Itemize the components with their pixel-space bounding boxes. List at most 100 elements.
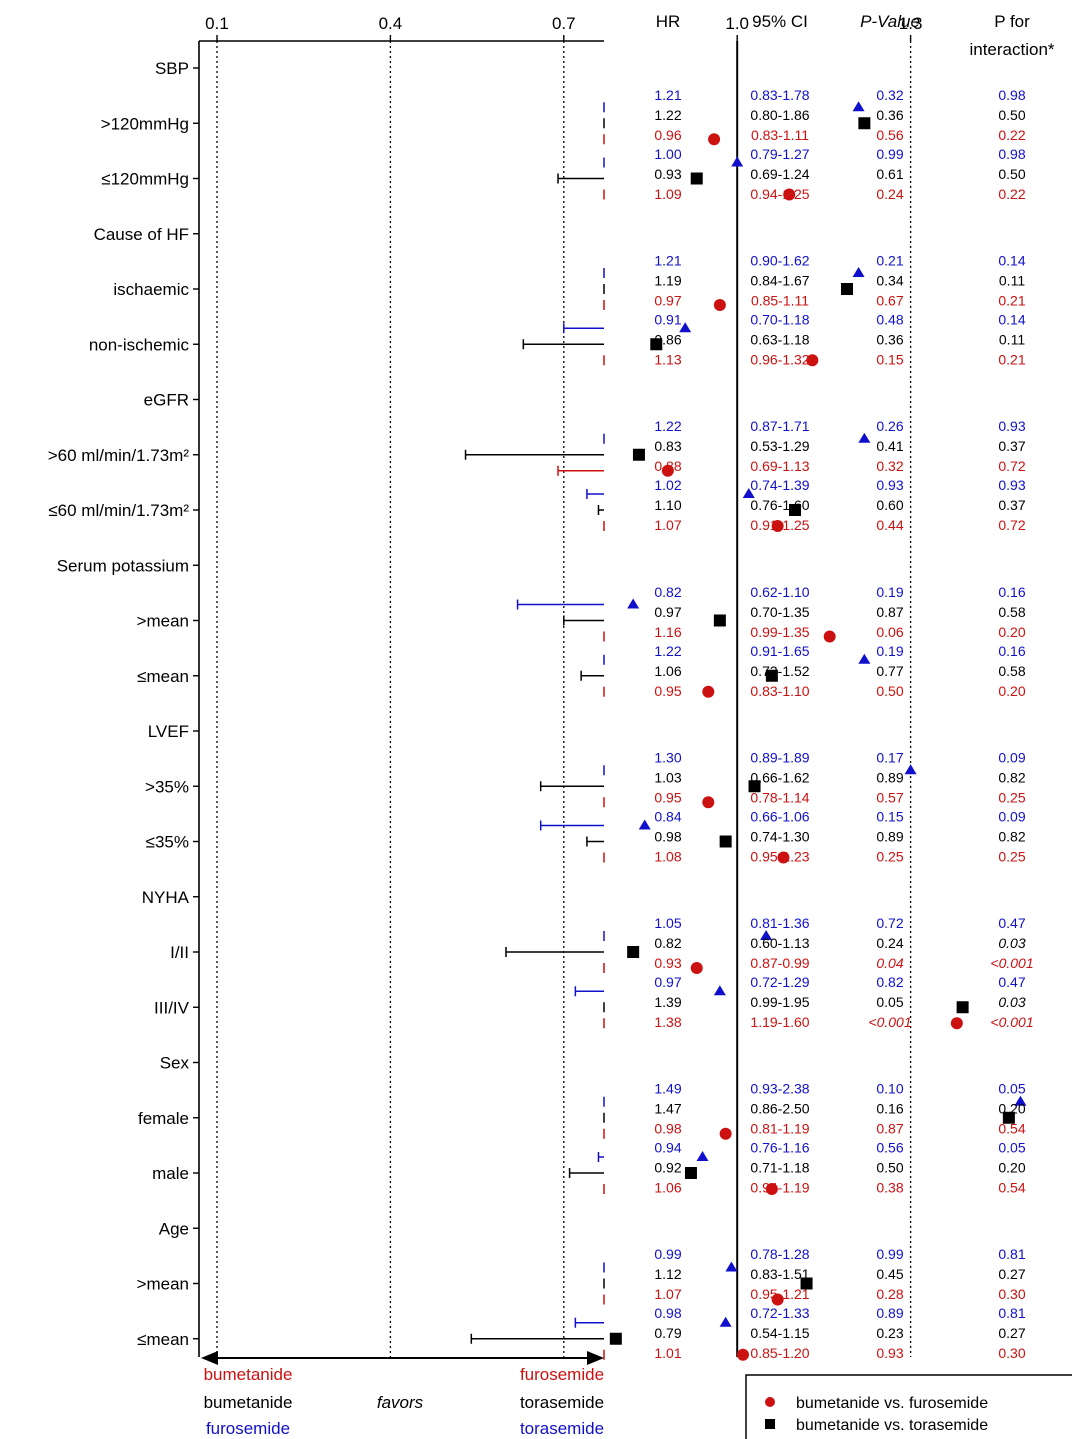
hr-point-circle bbox=[765, 1183, 778, 1195]
table-cell-ci: 0.85-1.20 bbox=[750, 1345, 809, 1361]
group-label: Sex bbox=[160, 1054, 190, 1073]
hr-point-circle bbox=[702, 796, 715, 809]
table-cell-p-value: 0.05 bbox=[876, 994, 903, 1010]
hr-point-triangle bbox=[731, 156, 744, 167]
table-cell-p-interaction: 0.27 bbox=[998, 1325, 1025, 1341]
hr-point-triangle bbox=[858, 432, 871, 443]
table-cell-hr: 1.39 bbox=[654, 994, 681, 1010]
table-cell-p-interaction: 0.93 bbox=[998, 477, 1025, 493]
table-cell-p-interaction: 0.05 bbox=[998, 1140, 1025, 1156]
hr-point-triangle bbox=[638, 819, 651, 830]
favor-right-1: furosemide bbox=[520, 1365, 604, 1384]
table-cell-ci: 0.91-1.65 bbox=[750, 643, 809, 659]
hr-point-square bbox=[690, 172, 703, 185]
table-cell-p-interaction: 0.14 bbox=[998, 312, 1025, 328]
subgroup-label: >mean bbox=[137, 1275, 189, 1294]
group-label: LVEF bbox=[148, 722, 189, 741]
favor-left-1: bumetanide bbox=[204, 1365, 293, 1384]
table-cell-hr: 1.06 bbox=[654, 1180, 681, 1196]
table-cell-p-value: 0.19 bbox=[876, 584, 903, 600]
table-cell-p-value: 0.26 bbox=[876, 418, 903, 434]
table-cell-p-value: 0.16 bbox=[876, 1101, 903, 1117]
table-cell-hr: 1.12 bbox=[654, 1266, 681, 1282]
table-cell-p-value: 0.15 bbox=[876, 808, 903, 824]
table-cell-ci: 0.83-1.11 bbox=[751, 127, 809, 143]
table-cell-ci: 0.87-1.71 bbox=[750, 418, 809, 434]
table-cell-p-value: 0.10 bbox=[876, 1081, 903, 1097]
legend-label-bumetanide-furosemide: bumetanide vs. furosemide bbox=[796, 1395, 988, 1412]
table-cell-p-interaction: 0.14 bbox=[998, 253, 1025, 269]
table-cell-ci: 0.86-2.50 bbox=[750, 1101, 809, 1117]
table-cell-p-value: 0.24 bbox=[876, 935, 903, 951]
table-cell-ci: 0.71-1.18 bbox=[750, 1160, 809, 1176]
subgroup-label: III/IV bbox=[154, 998, 190, 1017]
table-cell-p-interaction: 0.09 bbox=[998, 808, 1025, 824]
table-cell-p-interaction: 0.98 bbox=[998, 146, 1025, 162]
table-cell-hr: 1.47 bbox=[654, 1101, 681, 1117]
table-cell-ci: 0.72-1.33 bbox=[750, 1305, 809, 1321]
group-label: eGFR bbox=[144, 391, 189, 410]
table-cell-ci: 0.72-1.29 bbox=[750, 974, 809, 990]
table-cell-p-value: 0.25 bbox=[876, 848, 903, 864]
table-cell-hr: 1.07 bbox=[654, 517, 681, 533]
table-cell-p-interaction: 0.11 bbox=[999, 332, 1025, 348]
table-cell-hr: 0.92 bbox=[654, 1160, 681, 1176]
legend-square-marker bbox=[765, 1419, 775, 1429]
table-cell-p-interaction: 0.09 bbox=[998, 749, 1025, 765]
table-cell-p-interaction: 0.20 bbox=[998, 624, 1025, 640]
table-cell-p-interaction: 0.25 bbox=[998, 789, 1025, 805]
hr-point-triangle bbox=[725, 1261, 738, 1272]
subgroup-label: male bbox=[152, 1164, 189, 1183]
table-cell-hr: 1.06 bbox=[654, 663, 681, 679]
hr-point-circle bbox=[777, 851, 790, 864]
table-cell-p-value: 0.15 bbox=[876, 352, 903, 368]
table-cell-ci: 0.78-1.28 bbox=[750, 1246, 809, 1262]
favors-arrow-left bbox=[201, 1351, 218, 1365]
table-cell-p-value: 0.99 bbox=[876, 1246, 903, 1262]
table-cell-ci: 0.93-2.38 bbox=[750, 1081, 809, 1097]
table-cell-hr: 1.22 bbox=[654, 418, 681, 434]
group-label: SBP bbox=[155, 59, 189, 78]
table-cell-p-value: 0.36 bbox=[876, 107, 903, 123]
table-cell-p-interaction: 0.50 bbox=[998, 107, 1025, 123]
table-cell-hr: 1.00 bbox=[654, 146, 681, 162]
table-cell-p-value: 0.56 bbox=[876, 127, 903, 143]
table-cell-p-value: 0.06 bbox=[876, 624, 903, 640]
hr-point-triangle bbox=[696, 1151, 709, 1161]
hr-point-triangle bbox=[760, 930, 773, 940]
table-cell-p-value: 0.82 bbox=[876, 974, 903, 990]
table-cell-hr: 1.22 bbox=[654, 107, 681, 123]
hr-point-square bbox=[1002, 1111, 1015, 1124]
table-cell-ci: 0.70-1.35 bbox=[750, 604, 809, 620]
table-cell-ci: 0.94-1.19 bbox=[750, 1180, 809, 1196]
table-cell-p-interaction: 0.03 bbox=[998, 935, 1025, 951]
table-cell-p-interaction: 0.82 bbox=[998, 828, 1025, 844]
table-cell-p-interaction: 0.58 bbox=[998, 604, 1025, 620]
table-cell-p-value: 0.24 bbox=[876, 186, 903, 202]
table-cell-p-value: 0.57 bbox=[876, 789, 903, 805]
table-cell-hr: 1.21 bbox=[654, 253, 681, 269]
table-cell-hr: 1.13 bbox=[654, 352, 681, 368]
hr-point-square bbox=[713, 614, 726, 627]
table-cell-hr: 1.08 bbox=[654, 848, 681, 864]
subgroup-label: >60 ml/min/1.73m² bbox=[48, 446, 190, 465]
table-cell-hr: 1.38 bbox=[654, 1014, 681, 1030]
table-cell-p-interaction: 0.37 bbox=[998, 438, 1025, 454]
table-cell-p-interaction: 0.30 bbox=[998, 1286, 1025, 1302]
table-cell-hr: 0.84 bbox=[654, 808, 681, 824]
table-cell-p-interaction: 0.25 bbox=[998, 848, 1025, 864]
hr-point-square bbox=[632, 448, 645, 461]
table-cell-p-value: 0.48 bbox=[876, 312, 903, 328]
table-cell-hr: 0.97 bbox=[654, 604, 681, 620]
subgroup-label: ≤35% bbox=[146, 833, 189, 852]
table-cell-hr: 0.97 bbox=[654, 293, 681, 309]
table-cell-p-value: 0.19 bbox=[876, 643, 903, 659]
header-p-interaction: P for bbox=[994, 12, 1030, 31]
table-cell-p-value: 0.93 bbox=[876, 1345, 903, 1361]
table-cell-p-value: 0.93 bbox=[876, 477, 903, 493]
subgroup-label: female bbox=[138, 1109, 189, 1128]
x-tick-label: 1.3 bbox=[899, 14, 923, 33]
table-cell-hr: 0.83 bbox=[654, 438, 681, 454]
